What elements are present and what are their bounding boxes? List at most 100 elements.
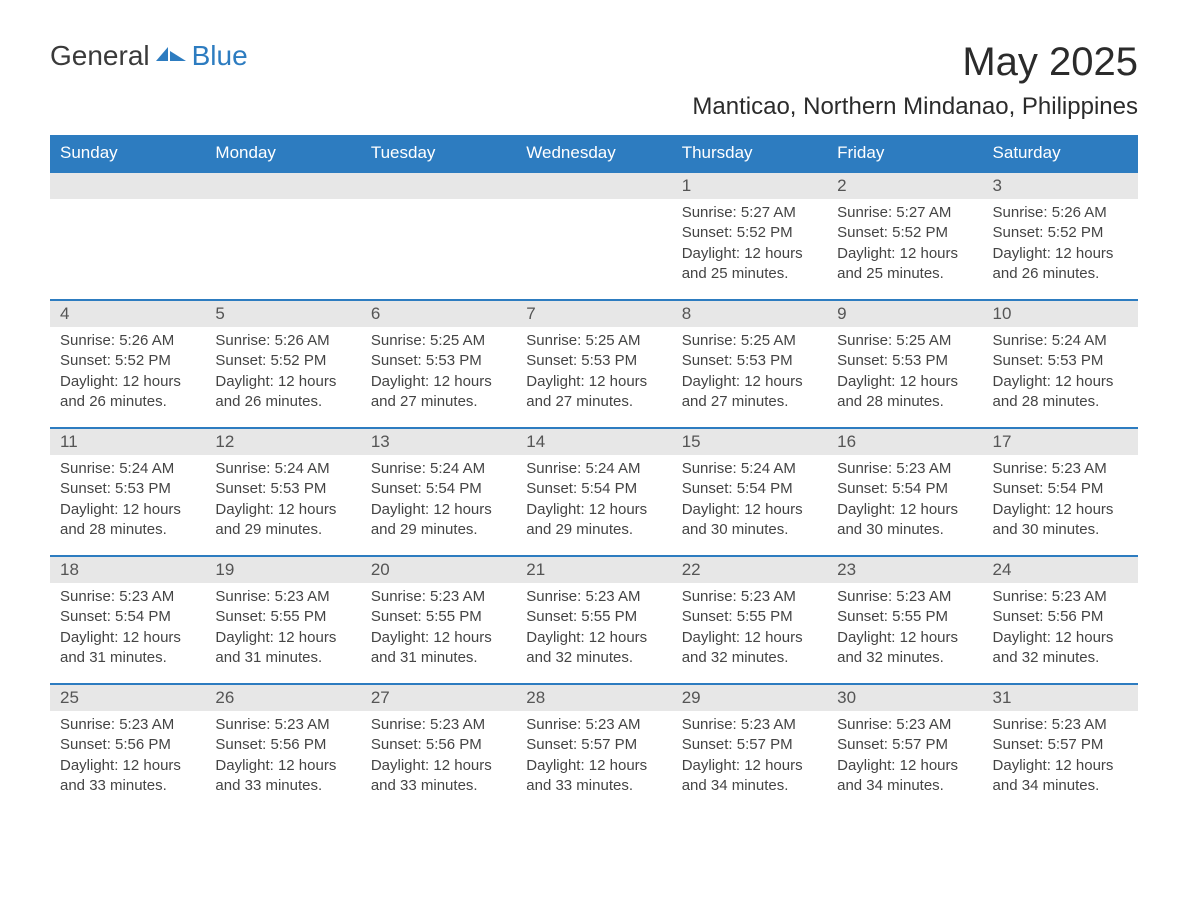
- calendar-day-cell: 22Sunrise: 5:23 AMSunset: 5:55 PMDayligh…: [672, 556, 827, 684]
- calendar-day-cell: 20Sunrise: 5:23 AMSunset: 5:55 PMDayligh…: [361, 556, 516, 684]
- daylight-text: Daylight: 12 hours and 32 minutes.: [526, 628, 661, 669]
- day-content: Sunrise: 5:23 AMSunset: 5:54 PMDaylight:…: [827, 455, 982, 548]
- daylight-text: Daylight: 12 hours and 32 minutes.: [682, 628, 817, 669]
- sunrise-text: Sunrise: 5:23 AM: [215, 587, 350, 607]
- sunrise-text: Sunrise: 5:23 AM: [837, 459, 972, 479]
- day-number: 11: [50, 429, 205, 455]
- day-number: 12: [205, 429, 360, 455]
- calendar-week-row: 11Sunrise: 5:24 AMSunset: 5:53 PMDayligh…: [50, 428, 1138, 556]
- daylight-text: Daylight: 12 hours and 26 minutes.: [993, 244, 1128, 285]
- day-number: 17: [983, 429, 1138, 455]
- daylight-text: Daylight: 12 hours and 30 minutes.: [837, 500, 972, 541]
- calendar-day-cell: 3Sunrise: 5:26 AMSunset: 5:52 PMDaylight…: [983, 172, 1138, 300]
- sunrise-text: Sunrise: 5:24 AM: [682, 459, 817, 479]
- sunset-text: Sunset: 5:54 PM: [60, 607, 195, 627]
- daylight-text: Daylight: 12 hours and 25 minutes.: [682, 244, 817, 285]
- day-content: Sunrise: 5:27 AMSunset: 5:52 PMDaylight:…: [827, 199, 982, 292]
- day-number: 18: [50, 557, 205, 583]
- sunrise-text: Sunrise: 5:23 AM: [993, 715, 1128, 735]
- calendar-day-cell: [50, 172, 205, 300]
- day-content: Sunrise: 5:23 AMSunset: 5:55 PMDaylight:…: [827, 583, 982, 676]
- daylight-text: Daylight: 12 hours and 25 minutes.: [837, 244, 972, 285]
- day-number: [50, 173, 205, 199]
- calendar-day-cell: 19Sunrise: 5:23 AMSunset: 5:55 PMDayligh…: [205, 556, 360, 684]
- calendar-day-cell: 23Sunrise: 5:23 AMSunset: 5:55 PMDayligh…: [827, 556, 982, 684]
- sunset-text: Sunset: 5:54 PM: [371, 479, 506, 499]
- sunset-text: Sunset: 5:53 PM: [215, 479, 350, 499]
- day-number: 10: [983, 301, 1138, 327]
- logo: General Blue: [50, 40, 248, 72]
- calendar-day-cell: 5Sunrise: 5:26 AMSunset: 5:52 PMDaylight…: [205, 300, 360, 428]
- sunset-text: Sunset: 5:52 PM: [60, 351, 195, 371]
- daylight-text: Daylight: 12 hours and 33 minutes.: [60, 756, 195, 797]
- daylight-text: Daylight: 12 hours and 27 minutes.: [682, 372, 817, 413]
- sunrise-text: Sunrise: 5:23 AM: [682, 715, 817, 735]
- daylight-text: Daylight: 12 hours and 28 minutes.: [837, 372, 972, 413]
- day-number: 13: [361, 429, 516, 455]
- day-number: 29: [672, 685, 827, 711]
- daylight-text: Daylight: 12 hours and 29 minutes.: [526, 500, 661, 541]
- sunset-text: Sunset: 5:52 PM: [682, 223, 817, 243]
- calendar-day-cell: 8Sunrise: 5:25 AMSunset: 5:53 PMDaylight…: [672, 300, 827, 428]
- daylight-text: Daylight: 12 hours and 34 minutes.: [837, 756, 972, 797]
- day-number: [516, 173, 671, 199]
- day-content: Sunrise: 5:25 AMSunset: 5:53 PMDaylight:…: [672, 327, 827, 420]
- logo-text-blue: Blue: [192, 40, 248, 72]
- daylight-text: Daylight: 12 hours and 33 minutes.: [526, 756, 661, 797]
- day-number: 28: [516, 685, 671, 711]
- calendar-day-cell: 24Sunrise: 5:23 AMSunset: 5:56 PMDayligh…: [983, 556, 1138, 684]
- day-number: 21: [516, 557, 671, 583]
- sunrise-text: Sunrise: 5:23 AM: [60, 587, 195, 607]
- header-row: General Blue May 2025: [50, 40, 1138, 85]
- day-number: [361, 173, 516, 199]
- day-content: Sunrise: 5:23 AMSunset: 5:57 PMDaylight:…: [983, 711, 1138, 804]
- sunset-text: Sunset: 5:57 PM: [682, 735, 817, 755]
- day-number: 23: [827, 557, 982, 583]
- day-content: Sunrise: 5:23 AMSunset: 5:55 PMDaylight:…: [205, 583, 360, 676]
- day-content: Sunrise: 5:25 AMSunset: 5:53 PMDaylight:…: [516, 327, 671, 420]
- day-content: Sunrise: 5:23 AMSunset: 5:55 PMDaylight:…: [361, 583, 516, 676]
- day-number: 30: [827, 685, 982, 711]
- day-number: 5: [205, 301, 360, 327]
- sunset-text: Sunset: 5:53 PM: [60, 479, 195, 499]
- day-content: Sunrise: 5:23 AMSunset: 5:57 PMDaylight:…: [672, 711, 827, 804]
- sunrise-text: Sunrise: 5:23 AM: [526, 587, 661, 607]
- sunrise-text: Sunrise: 5:24 AM: [371, 459, 506, 479]
- calendar-day-cell: 10Sunrise: 5:24 AMSunset: 5:53 PMDayligh…: [983, 300, 1138, 428]
- day-number: 7: [516, 301, 671, 327]
- day-number: 1: [672, 173, 827, 199]
- sunrise-text: Sunrise: 5:24 AM: [215, 459, 350, 479]
- day-content: Sunrise: 5:26 AMSunset: 5:52 PMDaylight:…: [983, 199, 1138, 292]
- sunset-text: Sunset: 5:56 PM: [993, 607, 1128, 627]
- daylight-text: Daylight: 12 hours and 32 minutes.: [837, 628, 972, 669]
- weekday-header: Friday: [827, 135, 982, 172]
- sunset-text: Sunset: 5:55 PM: [215, 607, 350, 627]
- daylight-text: Daylight: 12 hours and 33 minutes.: [215, 756, 350, 797]
- calendar-day-cell: 28Sunrise: 5:23 AMSunset: 5:57 PMDayligh…: [516, 684, 671, 812]
- daylight-text: Daylight: 12 hours and 31 minutes.: [215, 628, 350, 669]
- daylight-text: Daylight: 12 hours and 28 minutes.: [993, 372, 1128, 413]
- daylight-text: Daylight: 12 hours and 26 minutes.: [60, 372, 195, 413]
- day-number: 26: [205, 685, 360, 711]
- logo-swoosh-icon: [154, 40, 188, 72]
- day-number: 2: [827, 173, 982, 199]
- day-content: Sunrise: 5:25 AMSunset: 5:53 PMDaylight:…: [361, 327, 516, 420]
- sunrise-text: Sunrise: 5:25 AM: [526, 331, 661, 351]
- sunset-text: Sunset: 5:53 PM: [371, 351, 506, 371]
- calendar-day-cell: 6Sunrise: 5:25 AMSunset: 5:53 PMDaylight…: [361, 300, 516, 428]
- calendar-day-cell: 13Sunrise: 5:24 AMSunset: 5:54 PMDayligh…: [361, 428, 516, 556]
- calendar-day-cell: [516, 172, 671, 300]
- sunrise-text: Sunrise: 5:27 AM: [837, 203, 972, 223]
- day-number: 8: [672, 301, 827, 327]
- daylight-text: Daylight: 12 hours and 31 minutes.: [60, 628, 195, 669]
- sunrise-text: Sunrise: 5:23 AM: [215, 715, 350, 735]
- calendar-header-row: Sunday Monday Tuesday Wednesday Thursday…: [50, 135, 1138, 172]
- calendar-week-row: 25Sunrise: 5:23 AMSunset: 5:56 PMDayligh…: [50, 684, 1138, 812]
- daylight-text: Daylight: 12 hours and 33 minutes.: [371, 756, 506, 797]
- day-number: 3: [983, 173, 1138, 199]
- daylight-text: Daylight: 12 hours and 30 minutes.: [682, 500, 817, 541]
- weekday-header: Saturday: [983, 135, 1138, 172]
- calendar-week-row: 18Sunrise: 5:23 AMSunset: 5:54 PMDayligh…: [50, 556, 1138, 684]
- day-number: 15: [672, 429, 827, 455]
- sunset-text: Sunset: 5:56 PM: [371, 735, 506, 755]
